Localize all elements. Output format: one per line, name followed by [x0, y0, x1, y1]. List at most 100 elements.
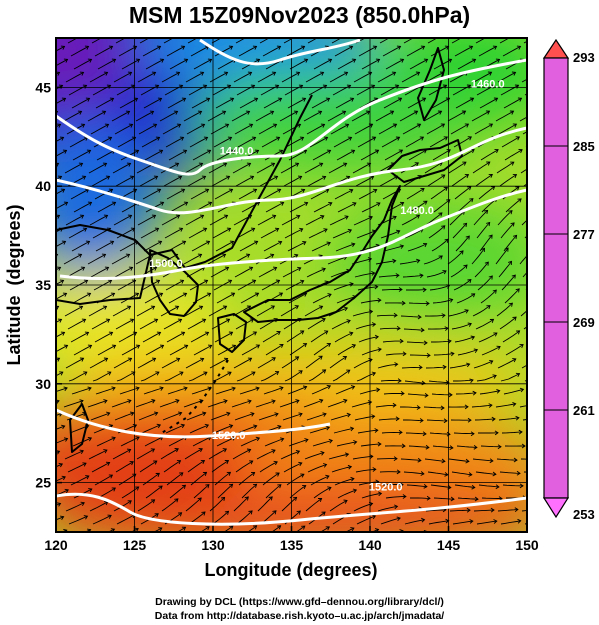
streamline-arrow — [399, 244, 405, 249]
x-tick-label: 150 — [515, 537, 539, 553]
streamline — [72, 437, 92, 447]
streamline — [385, 59, 404, 70]
streamline-arrow — [492, 471, 497, 477]
streamline — [262, 189, 281, 200]
streamline — [497, 210, 513, 226]
streamline-arrow — [538, 33, 542, 37]
streamline-arrow — [277, 484, 282, 489]
streamline — [209, 215, 228, 226]
streamline — [331, 466, 352, 473]
streamline-arrow — [247, 71, 253, 76]
streamline — [169, 484, 186, 499]
streamline — [92, 85, 111, 96]
streamline — [406, 188, 425, 200]
streamline — [56, 371, 64, 377]
streamline — [351, 401, 372, 408]
streamline-arrow — [127, 71, 133, 76]
streamline-arrow — [154, 227, 160, 232]
streamline — [409, 59, 428, 70]
streamline-arrow — [494, 148, 499, 154]
streamline-arrow — [156, 45, 162, 50]
streamline — [504, 149, 523, 161]
streamline — [240, 437, 260, 447]
streamline — [161, 498, 179, 512]
streamline-arrow — [251, 279, 257, 284]
streamline — [137, 499, 155, 512]
streamline — [169, 59, 188, 70]
streamline-arrow — [349, 282, 354, 287]
streamline-arrow — [59, 279, 65, 284]
streamline-arrow — [131, 371, 136, 376]
streamline — [106, 528, 115, 532]
streamline — [166, 46, 185, 57]
streamline — [259, 318, 278, 330]
streamline — [500, 520, 521, 525]
streamline-arrow — [223, 71, 229, 76]
streamline — [377, 363, 398, 369]
streamline-arrow — [255, 58, 261, 63]
streamline — [116, 514, 135, 525]
streamline — [56, 124, 61, 128]
streamline-arrow — [515, 330, 521, 335]
streamline — [140, 371, 160, 382]
streamline-arrow — [197, 497, 202, 502]
streamline-arrow — [399, 338, 404, 344]
streamline-arrow — [272, 123, 278, 128]
streamline-arrow — [294, 253, 299, 259]
streamline-arrow — [327, 486, 332, 491]
streamline-arrow — [126, 448, 132, 453]
streamline — [335, 243, 355, 252]
streamline-arrow — [368, 309, 374, 315]
streamline-arrow — [344, 123, 350, 128]
contour-label: 1520.0 — [369, 482, 403, 494]
streamline-arrow — [471, 58, 477, 63]
streamline-arrow — [399, 529, 404, 532]
x-tick-label: 140 — [358, 537, 382, 553]
streamline — [93, 280, 112, 291]
streamline-arrow — [60, 188, 66, 193]
streamline-arrow — [318, 162, 324, 167]
streamline-arrow — [325, 474, 330, 480]
streamline-arrow — [534, 111, 538, 115]
streamline-arrow — [367, 257, 373, 262]
streamline-arrow — [63, 344, 69, 349]
streamline — [472, 305, 491, 317]
streamline-arrow — [512, 174, 518, 179]
streamline-arrow — [420, 187, 425, 192]
streamline — [65, 502, 85, 512]
streamline — [144, 436, 164, 447]
streamline — [216, 436, 236, 447]
streamline-arrow — [445, 284, 451, 289]
streamline-arrow — [485, 110, 491, 115]
streamline — [165, 424, 185, 434]
streamline — [191, 387, 212, 395]
streamline — [288, 293, 307, 304]
streamline-arrow — [271, 214, 277, 219]
streamline — [207, 254, 226, 265]
streamline-arrow — [377, 297, 382, 303]
streamline — [501, 274, 516, 291]
streamline — [479, 390, 500, 395]
streamline-arrow — [252, 331, 258, 336]
streamline — [500, 373, 520, 382]
streamline-arrow — [198, 305, 204, 310]
streamline-arrow — [81, 175, 87, 180]
streamline-arrow — [540, 187, 544, 190]
streamline — [209, 72, 228, 83]
streamline — [375, 404, 396, 408]
streamline-arrow — [179, 136, 185, 141]
streamline-arrow — [484, 261, 489, 266]
streamline — [358, 46, 377, 57]
streamline-arrow — [490, 507, 495, 513]
streamline — [169, 202, 188, 213]
x-tick-label: 145 — [437, 537, 461, 553]
streamline — [233, 215, 252, 226]
streamline — [286, 473, 305, 486]
streamline — [370, 528, 379, 532]
streamline — [265, 202, 284, 213]
streamline — [472, 161, 491, 174]
streamline — [496, 302, 513, 317]
streamline — [239, 387, 260, 395]
streamline-arrow — [134, 149, 140, 154]
